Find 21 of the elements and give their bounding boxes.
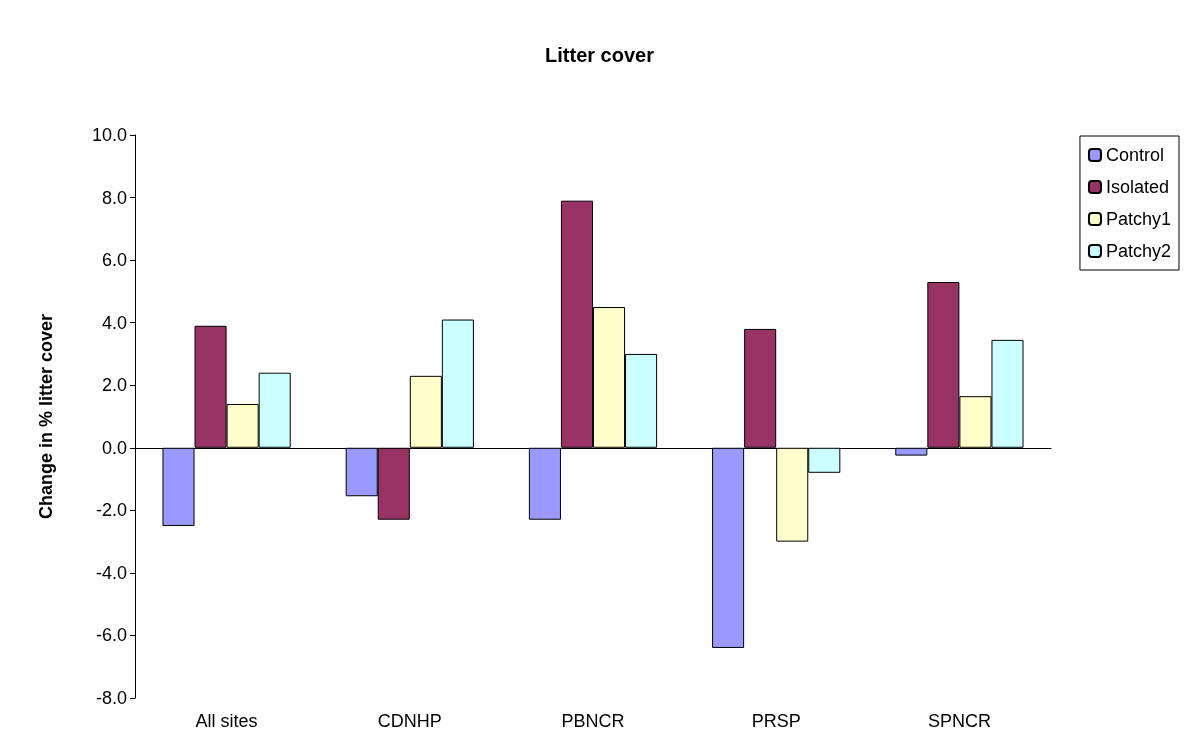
x-tick-label: PBNCR <box>561 711 625 731</box>
legend-label: Patchy1 <box>1105 209 1172 229</box>
y-tick-label: -6.0 <box>95 625 127 646</box>
y-tick-label: 0.0 <box>101 437 127 458</box>
y-tick-label: 6.0 <box>101 250 127 271</box>
legend-label: Isolated <box>1105 177 1170 197</box>
y-tick-label: 10.0 <box>91 125 127 145</box>
legend-label: Patchy2 <box>1105 241 1172 261</box>
x-tick-label: PRSP <box>751 711 801 731</box>
x-tick-label: SPNCR <box>927 711 991 731</box>
x-tick-label: All sites <box>195 711 258 731</box>
y-tick-label: -2.0 <box>95 500 127 521</box>
y-tick-label: 8.0 <box>101 187 127 208</box>
y-tick-label: -4.0 <box>95 562 127 583</box>
chart-title: Litter cover <box>545 44 655 66</box>
legend-label: Control <box>1105 145 1164 165</box>
y-tick-label: -8.0 <box>95 688 127 708</box>
x-tick-label: CDNHP <box>377 711 442 731</box>
y-tick-label: 2.0 <box>101 375 127 396</box>
y-axis-title: Change in % litter cover <box>36 313 56 520</box>
y-tick-label: 4.0 <box>101 312 127 333</box>
